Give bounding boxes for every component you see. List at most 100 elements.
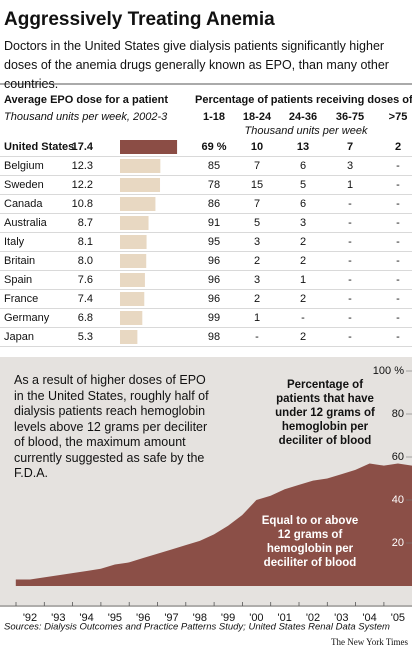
table-cell: 85	[208, 160, 220, 172]
source: Sources: Dialysis Outcomes and Practice …	[4, 622, 390, 633]
table-cell: -	[396, 236, 400, 248]
value-label: 8.1	[78, 236, 93, 248]
table-cell: 3	[254, 236, 260, 248]
category-label: Britain	[4, 255, 35, 267]
table-cell: 78	[208, 179, 220, 191]
table-cell: -	[301, 312, 305, 324]
x-tick-label: '04	[362, 612, 376, 624]
value-label: 12.3	[72, 160, 93, 172]
category-label: Belgium	[4, 160, 44, 172]
x-tick-label: '95	[108, 612, 122, 624]
table-cell: 7	[347, 141, 353, 153]
x-tick-label: '00	[249, 612, 263, 624]
table-cell: 2	[300, 293, 306, 305]
x-tick-label: '01	[278, 612, 292, 624]
table-cell: 6	[300, 198, 306, 210]
x-tick-label: '94	[79, 612, 93, 624]
annotation: As a result of higher doses of EPO in th…	[14, 373, 209, 480]
table-cell: -	[348, 293, 352, 305]
table-cell: -	[348, 312, 352, 324]
value-label: 10.8	[72, 198, 93, 210]
bar-title: Average EPO dose for a patient	[4, 94, 168, 106]
column-header: 24-36	[289, 111, 317, 123]
category-label: Canada	[4, 198, 43, 210]
table-cell: -	[396, 160, 400, 172]
category-label: Japan	[4, 331, 34, 343]
series-label: Equal to or above 12 grams of hemoglobin…	[261, 515, 359, 569]
credit: The New York Times	[331, 637, 409, 647]
bar	[120, 159, 161, 173]
x-tick-label: '93	[51, 612, 65, 624]
table-cell: -	[396, 312, 400, 324]
table-cell: -	[396, 217, 400, 229]
x-tick-label: '97	[164, 612, 178, 624]
table-cell: 96	[208, 293, 220, 305]
table-cell: 2	[300, 331, 306, 343]
table-cell: 3	[254, 274, 260, 286]
bar	[120, 254, 147, 268]
x-tick-label: '92	[23, 612, 37, 624]
y-tick-label: 80	[392, 408, 404, 420]
x-tick-label: '98	[193, 612, 207, 624]
table-cell: -	[348, 255, 352, 267]
value-label: 12.2	[72, 179, 93, 191]
annotation: Percentage of patients that have under 1…	[275, 379, 375, 447]
bar	[120, 330, 138, 344]
x-tick-label: '96	[136, 612, 150, 624]
table-cell: 13	[297, 141, 309, 153]
table-cell: 2	[300, 236, 306, 248]
table-cell: 1	[300, 274, 306, 286]
table-cell: 10	[251, 141, 263, 153]
table-cell: 86	[208, 198, 220, 210]
bar	[120, 216, 149, 230]
area	[15, 463, 412, 586]
table-cell: -	[396, 331, 400, 343]
value-label: 5.3	[78, 331, 93, 343]
value-label: 7.4	[78, 293, 93, 305]
table-cell: 2	[300, 255, 306, 267]
table-cell: 6	[300, 160, 306, 172]
table-cell: -	[348, 274, 352, 286]
category-label: United States	[4, 141, 74, 153]
table-cell: 3	[347, 160, 353, 172]
table-cell: 7	[254, 160, 260, 172]
table-cell: -	[396, 274, 400, 286]
bar	[120, 311, 143, 325]
category-label: Spain	[4, 274, 32, 286]
table-subtitle: Thousand units per week	[245, 125, 368, 137]
table-cell: 91	[208, 217, 220, 229]
value-label: 6.8	[78, 312, 93, 324]
table-cell: 2	[254, 255, 260, 267]
table-cell: -	[396, 293, 400, 305]
table-cell: -	[396, 198, 400, 210]
value-label: 17.4	[72, 141, 94, 153]
value-label: 8.7	[78, 217, 93, 229]
title: Aggressively Treating Anemia	[4, 9, 275, 30]
bar	[120, 292, 145, 306]
table-cell: 15	[251, 179, 263, 191]
y-tick-label: 40	[392, 494, 404, 506]
bar	[120, 178, 161, 192]
category-label: Germany	[4, 312, 50, 324]
category-label: Sweden	[4, 179, 44, 191]
table-cell: 1	[347, 179, 353, 191]
column-header: >75	[389, 111, 408, 123]
table-cell: -	[255, 331, 259, 343]
bar-subtitle: Thousand units per week, 2002-3	[4, 111, 168, 123]
subtitle: Doctors in the United States give dialys…	[4, 39, 389, 91]
table-cell: 69 %	[201, 141, 226, 153]
table-cell: 98	[208, 331, 220, 343]
table-cell: 1	[254, 312, 260, 324]
bar	[120, 273, 145, 287]
table-cell: -	[348, 331, 352, 343]
table-cell: 99	[208, 312, 220, 324]
x-tick-label: '02	[306, 612, 320, 624]
table-cell: 95	[208, 236, 220, 248]
value-label: 8.0	[78, 255, 93, 267]
column-header: 36-75	[336, 111, 364, 123]
bar	[120, 197, 156, 211]
table-cell: -	[396, 179, 400, 191]
y-tick-label: 60	[392, 451, 404, 463]
